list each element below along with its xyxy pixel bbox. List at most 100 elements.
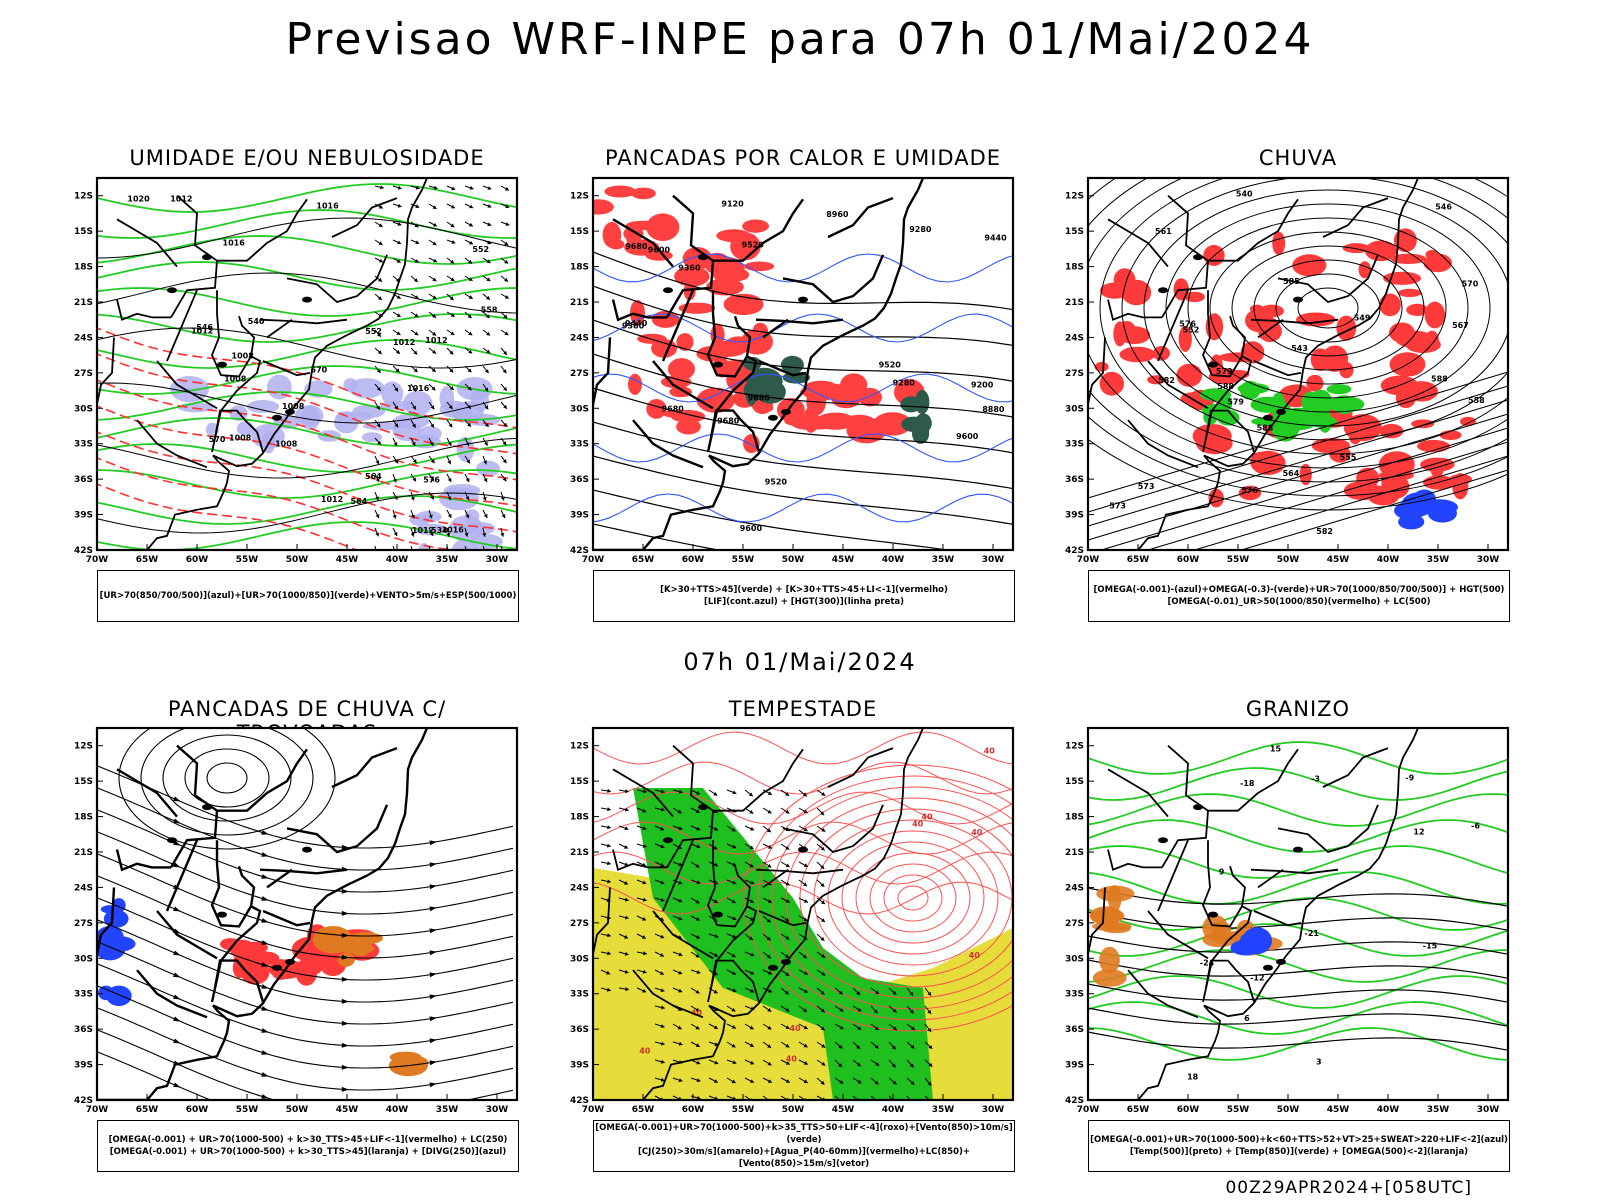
- lon-tick-label: 45W: [832, 1105, 855, 1115]
- lon-tick-label: 60W: [1177, 555, 1200, 565]
- lat-tick-label: 33S: [1065, 440, 1084, 450]
- lon-tick-label: 70W: [86, 1105, 109, 1115]
- lon-tick-label: 35W: [1427, 555, 1450, 565]
- lon-tick-label: 45W: [832, 555, 855, 565]
- legend-line: [OMEGA(-0.001) + UR>70(1000-500) + k>30_…: [108, 1135, 508, 1145]
- lon-tick-label: 35W: [932, 555, 955, 565]
- lon-tick-label: 40W: [1377, 1105, 1400, 1115]
- contour-label: 40: [912, 820, 924, 829]
- lon-tick-label: 50W: [286, 555, 309, 565]
- contour-label: 9680: [625, 242, 648, 251]
- panel-title: UMIDADE E/OU NEBULOSIDADE: [129, 146, 485, 170]
- panel-legend: [OMEGA(-0.001)+UR>70(1000-500)+k<60+TTS>…: [1088, 1120, 1510, 1172]
- legend-line: [OMEGA(-0.01)_UR>50(1000/850)(vermelho) …: [1167, 597, 1431, 607]
- forecast-map: 40404040404040404012S15S18S21S24S27S30S3…: [570, 726, 1015, 1115]
- contour-label: -21: [1305, 929, 1320, 938]
- contour-label: -15: [1423, 942, 1438, 951]
- lon-tick-label: 60W: [682, 1105, 705, 1115]
- panel-legend: [OMEGA(-0.001)-(azul)+OMEGA(-0.3)-(verde…: [1088, 570, 1510, 622]
- contour-label: 18: [1187, 1073, 1199, 1082]
- lat-tick-label: 18S: [1065, 263, 1084, 273]
- contour-label: 588: [1257, 424, 1274, 433]
- lat-tick-label: 24S: [570, 333, 589, 343]
- lon-tick-label: 65W: [632, 1105, 655, 1115]
- model-run-label: 00Z29APR2024+[058UTC]: [1225, 1178, 1472, 1198]
- contour-label: 1012: [191, 326, 213, 335]
- contour-label: 9520: [765, 478, 788, 487]
- lat-tick-label: 30S: [74, 954, 93, 964]
- legend-line: [K>30+TTS>45](verde) + [K>30+TTS>45+LI<-…: [660, 585, 948, 595]
- lon-tick-label: 50W: [782, 1105, 805, 1115]
- lat-tick-label: 21S: [74, 848, 93, 858]
- contour-label: 40: [921, 813, 933, 822]
- legend-line: [UR>70(850/700/500)](azul)+[UR>70(1000/8…: [99, 591, 517, 601]
- contour-label: 564: [1283, 469, 1300, 478]
- contour-label: 9200: [971, 381, 994, 390]
- lon-tick-label: 30W: [1477, 555, 1500, 565]
- lat-tick-label: 36S: [74, 475, 93, 485]
- contour-label: 8960: [826, 210, 849, 219]
- lon-tick-label: 55W: [236, 1105, 259, 1115]
- lon-tick-label: 35W: [932, 1105, 955, 1115]
- contour-label: 9280: [893, 379, 916, 388]
- lat-tick-label: 21S: [1065, 298, 1084, 308]
- lat-tick-label: 27S: [570, 369, 589, 379]
- lat-tick-label: 15S: [74, 227, 93, 237]
- lon-tick-label: 35W: [436, 1105, 459, 1115]
- valid-time-subtitle: 07h 01/Mai/2024: [683, 648, 917, 676]
- lon-tick-label: 30W: [1477, 1105, 1500, 1115]
- contour-label: 9360: [622, 321, 645, 330]
- lat-tick-label: 39S: [570, 1061, 589, 1071]
- contour-label: 9600: [956, 432, 979, 441]
- main-title: Previsao WRF-INPE para 07h 01/Mai/2024: [285, 14, 1315, 65]
- lat-tick-label: 42S: [570, 1096, 589, 1106]
- legend-line: [OMEGA(-0.001)-(azul)+OMEGA(-0.3)-(verde…: [1093, 585, 1505, 595]
- lat-tick-label: 12S: [570, 192, 589, 202]
- contour-label: 1012: [393, 338, 415, 347]
- lat-tick-label: 18S: [570, 263, 589, 273]
- contour-label: 1012: [412, 526, 434, 535]
- forecast-map: 1008 1012 1012 1016 1016 1016 1008 1008 1008 1012…: [74, 176, 519, 565]
- lat-tick-label: 18S: [74, 263, 93, 273]
- contour-label: 579: [1216, 367, 1233, 376]
- lat-tick-label: 33S: [570, 440, 589, 450]
- lon-tick-label: 70W: [86, 555, 109, 565]
- lat-tick-label: 36S: [570, 1025, 589, 1035]
- lon-tick-label: 40W: [1377, 555, 1400, 565]
- contour-label: 9600: [740, 524, 763, 533]
- contour-label: 546: [1435, 203, 1452, 212]
- contour-label: 588: [1431, 375, 1448, 384]
- lat-tick-label: 15S: [570, 227, 589, 237]
- contour-label: 9520: [742, 241, 765, 250]
- lon-tick-label: 55W: [236, 555, 259, 565]
- lon-tick-label: 35W: [436, 555, 459, 565]
- lon-tick-label: 70W: [1077, 1105, 1100, 1115]
- lon-tick-label: 65W: [136, 1105, 159, 1115]
- lat-tick-label: 33S: [570, 990, 589, 1000]
- lat-tick-label: 30S: [570, 404, 589, 414]
- contour-label: 573: [1138, 482, 1155, 491]
- lon-tick-label: 50W: [1277, 555, 1300, 565]
- contour-label: 8880: [982, 405, 1005, 414]
- contour-label: -3: [1311, 775, 1320, 784]
- contour-label: 540: [1236, 189, 1253, 198]
- contour-label: 570: [311, 365, 328, 374]
- lat-tick-label: 39S: [74, 511, 93, 521]
- contour-label: 1012: [425, 336, 447, 345]
- contour-label: 564: [365, 472, 382, 481]
- lat-tick-label: 42S: [1065, 1096, 1084, 1106]
- legend-line: [CJ(250)>30m/s](amarelo)+[Agua_P(40-60mm…: [637, 1147, 971, 1169]
- contour-label: 576: [423, 475, 440, 484]
- lat-tick-label: 24S: [74, 883, 93, 893]
- contour-label: 570: [209, 435, 226, 444]
- lat-tick-label: 24S: [570, 883, 589, 893]
- lon-tick-label: 40W: [386, 555, 409, 565]
- lat-tick-label: 36S: [74, 1025, 93, 1035]
- lon-tick-label: 35W: [1427, 1105, 1450, 1115]
- lat-tick-label: 15S: [1065, 777, 1084, 787]
- contour-label: 570: [1462, 279, 1479, 288]
- contour-label: 1020: [127, 195, 150, 204]
- contour-label: 1016: [223, 239, 246, 248]
- panel-legend: [K>30+TTS>45](verde) + [K>30+TTS>45+LI<-…: [593, 570, 1015, 622]
- lon-tick-label: 45W: [336, 555, 359, 565]
